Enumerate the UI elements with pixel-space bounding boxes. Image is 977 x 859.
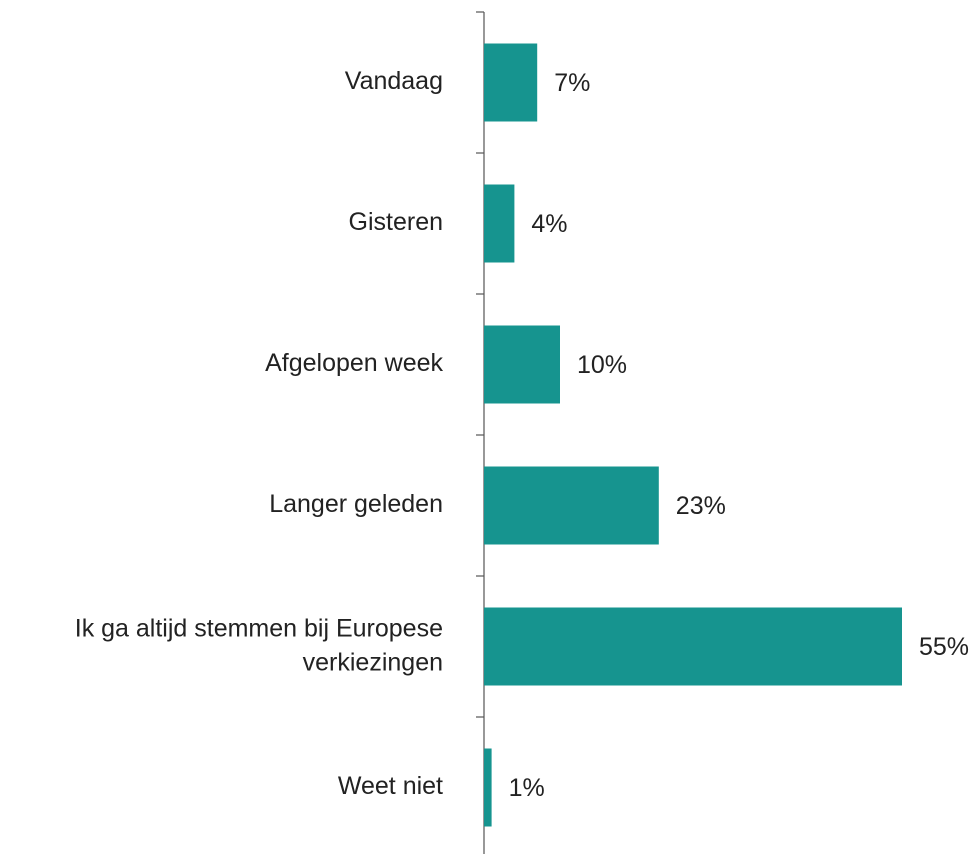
bar [484, 184, 515, 263]
bar [484, 607, 902, 686]
bar [484, 748, 492, 827]
value-label: 7% [554, 69, 590, 97]
value-label: 4% [531, 210, 567, 238]
category-label: Ik ga altijd stemmen bij Europese verkiez… [75, 614, 443, 676]
category-label: Langer geleden [269, 490, 443, 518]
value-label: 23% [676, 492, 726, 520]
bar [484, 325, 560, 404]
category-label: Afgelopen week [265, 349, 443, 377]
value-label: 10% [577, 351, 627, 379]
value-label: 55% [919, 633, 969, 661]
category-label: Gisteren [349, 208, 443, 236]
bar [484, 43, 538, 122]
value-label: 1% [509, 774, 545, 802]
category-label: Vandaag [345, 67, 443, 95]
category-label: Weet niet [338, 772, 443, 800]
bar [484, 466, 659, 545]
